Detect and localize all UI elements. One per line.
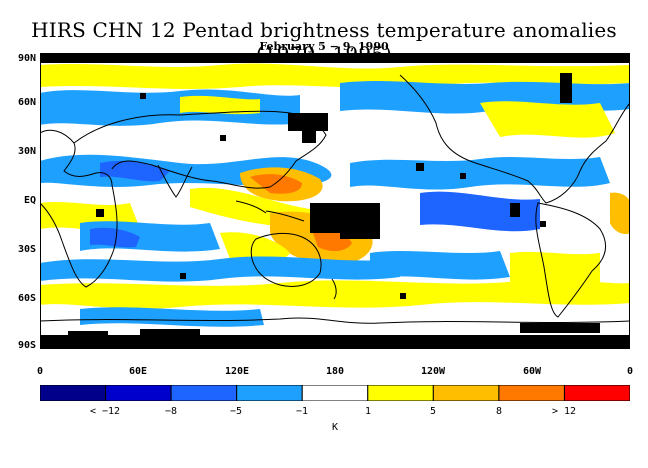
warm-anomaly-region <box>220 232 290 265</box>
lat-label-60n: 60N <box>17 97 36 108</box>
map-frame <box>40 53 630 349</box>
legend-swatch-6 <box>432 385 500 401</box>
lat-label-30s: 30S <box>17 244 36 255</box>
lon-label-60w: 60W <box>522 366 542 377</box>
lon-label-180: 180 <box>325 366 345 377</box>
warm-anomaly-region <box>610 192 630 235</box>
anomaly-field <box>40 53 630 349</box>
lon-label-0-end: 0 <box>626 366 634 377</box>
strong-warm-anomaly-region <box>250 174 302 194</box>
legend-label-1: 1 <box>364 406 372 417</box>
anomaly-map <box>40 53 630 349</box>
lon-label-120e: 120E <box>224 366 250 377</box>
coastlines <box>40 74 630 324</box>
strong-cool-anomaly-region <box>100 160 170 182</box>
warm-anomaly-region <box>40 63 630 89</box>
cool-anomaly-region <box>370 251 510 280</box>
legend-swatch-1 <box>105 385 172 401</box>
legend-swatch-2 <box>170 385 238 401</box>
lat-label-90s: 90S <box>17 340 36 351</box>
legend-label-gt-12: > 12 <box>551 406 577 417</box>
legend-label-1-neg: −1 <box>295 406 309 417</box>
legend-swatch-4 <box>301 385 369 401</box>
warm-anomaly-region <box>40 279 630 309</box>
map-subtitle: February 5 − 9, 1990 <box>259 40 389 53</box>
legend-swatch-3 <box>236 385 303 401</box>
legend-label-5-neg: −5 <box>229 406 243 417</box>
cool-anomaly-region <box>80 307 264 327</box>
legend-label-5: 5 <box>429 406 437 417</box>
legend-label-8: 8 <box>495 406 503 417</box>
lon-label-0: 0 <box>36 366 44 377</box>
legend-swatch-8 <box>563 385 630 401</box>
cool-anomaly-region <box>40 256 400 282</box>
strong-cool-anomaly-region <box>420 191 540 232</box>
legend-swatch-7 <box>498 385 565 401</box>
missing-data-band-south <box>40 335 630 349</box>
missing-data-cells <box>68 73 600 337</box>
warm-anomaly-region <box>480 101 615 138</box>
strong-cool-anomaly-region <box>90 227 140 248</box>
cool-anomaly-region <box>40 89 300 126</box>
warm-anomaly-region <box>180 95 260 115</box>
lat-label-60s: 60S <box>17 293 36 304</box>
lon-label-120w: 120W <box>420 366 446 377</box>
legend-label-8-neg: −8 <box>164 406 178 417</box>
missing-data-band-north <box>40 53 630 63</box>
lat-label-90n: 90N <box>17 53 36 64</box>
lat-label-30n: 30N <box>17 146 36 157</box>
lat-label-eq: EQ <box>23 195 36 206</box>
legend-swatch-5 <box>367 385 434 401</box>
cool-anomaly-region <box>350 157 610 190</box>
legend-unit: K <box>331 422 339 433</box>
legend-swatch-0 <box>40 385 107 401</box>
legend-label-lt-12: < −12 <box>89 406 121 417</box>
color-legend <box>40 385 630 401</box>
lon-label-60e: 60E <box>128 366 148 377</box>
